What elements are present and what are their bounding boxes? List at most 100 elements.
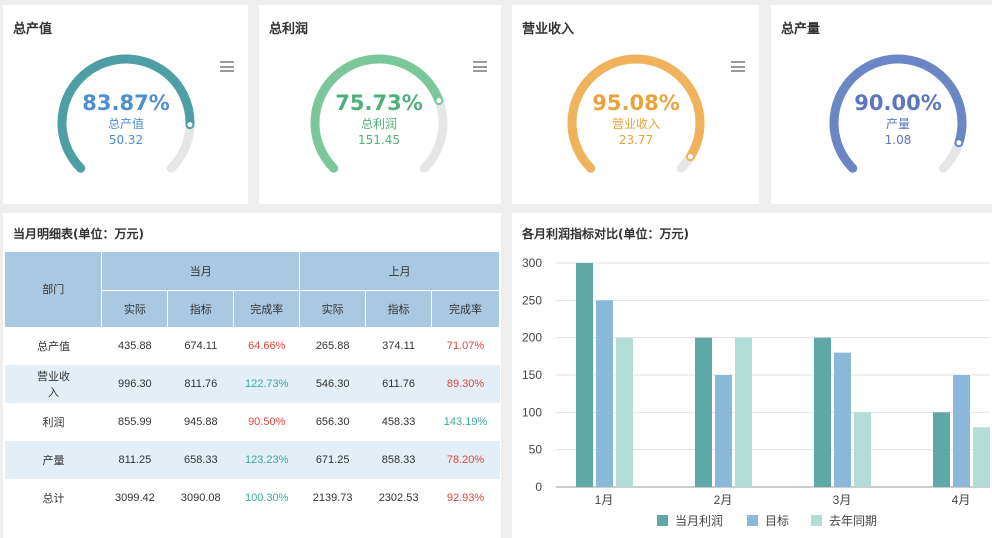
row-cell: 855.99 bbox=[118, 416, 152, 428]
table-row: 营业收入 996.30 811.76 122.73% 546.30 611.76 89.30… bbox=[5, 365, 500, 403]
row-cell: 2139.73 bbox=[312, 492, 353, 504]
bar-target bbox=[953, 375, 970, 487]
row-cell: 90.50% bbox=[248, 416, 286, 428]
subheader: 指标 bbox=[365, 290, 433, 328]
gauge-percent: 95.08% bbox=[592, 91, 680, 115]
kpi-title: 营业收入 bbox=[522, 22, 575, 37]
gauge-handle bbox=[954, 138, 963, 147]
gauge-percent: 90.00% bbox=[854, 91, 942, 115]
row-cell: 92.93% bbox=[446, 492, 485, 504]
row-dept: 总产值 bbox=[36, 341, 70, 354]
legend-swatch bbox=[657, 515, 668, 526]
bar-target bbox=[596, 300, 613, 487]
table-title: 当月明细表(单位：万元) bbox=[13, 227, 144, 241]
gauge-percent: 75.73% bbox=[335, 91, 423, 115]
y-tick-label: 250 bbox=[522, 293, 542, 307]
row-cell: 811.25 bbox=[101, 441, 168, 479]
row-cell: 674.11 bbox=[184, 340, 218, 353]
bar-current-profit bbox=[933, 412, 950, 487]
bar-target bbox=[715, 375, 732, 487]
row-dept: 利润 bbox=[42, 417, 65, 429]
subheader: 指标 bbox=[167, 290, 235, 328]
x-tick-label: 4月 bbox=[952, 493, 971, 507]
row-cell: 78.20% bbox=[431, 441, 500, 479]
row-cell: 2302.53 bbox=[378, 492, 419, 504]
row-cell: 71.07% bbox=[446, 340, 485, 353]
legend-label: 去年同期 bbox=[829, 514, 877, 528]
table-row: 总计 3099.42 3090.08 100.30% 2139.73 2302.53 92.… bbox=[5, 479, 500, 517]
legend-label: 当月利润 bbox=[675, 514, 723, 528]
row-cell: 265.88 bbox=[315, 340, 350, 353]
row-cell: 658.33 bbox=[167, 441, 234, 479]
row-cell: 945.88 bbox=[183, 416, 218, 428]
gauge-value: 151.45 bbox=[358, 133, 400, 147]
row-cell: 3099.42 bbox=[114, 492, 155, 504]
row-cell: 122.73% bbox=[233, 365, 300, 403]
row-cell: 811.76 bbox=[167, 365, 234, 403]
row-cell: 123.23% bbox=[233, 441, 300, 479]
bar-last-year bbox=[735, 337, 752, 487]
row-cell: 656.30 bbox=[315, 416, 350, 428]
table-row: 利润 855.99 945.88 90.50% 656.30 458.33 143.19% bbox=[5, 403, 500, 441]
header-previous-month: 上月 bbox=[299, 252, 500, 291]
gauge-profit bbox=[310, 54, 448, 173]
gauge-label: 营业收入 bbox=[611, 117, 660, 131]
row-cell: 996.30 bbox=[101, 365, 168, 403]
bar-last-year bbox=[854, 412, 871, 487]
row-cell: 143.19% bbox=[443, 416, 488, 428]
detail-table: 部门 当月 上月 实际 指标 完成率 实际 指标 完成率 总产值 435.88 67… bbox=[5, 252, 500, 517]
gauge-label: 总利润 bbox=[360, 117, 397, 131]
gauge-revenue bbox=[567, 54, 705, 173]
kpi-card-profit: 总利润 75.73% 总利润 151.45 bbox=[259, 5, 501, 204]
kpi-title: 总利润 bbox=[269, 22, 309, 37]
gauge-quantity bbox=[829, 54, 967, 173]
subheader: 实际 bbox=[101, 290, 169, 328]
kpi-card-quantity: 总产量 90.00% 产量 1.08 bbox=[771, 5, 992, 204]
header-dept: 部门 bbox=[5, 252, 103, 328]
subheader: 完成率 bbox=[233, 290, 301, 328]
gauge-handle bbox=[686, 152, 695, 161]
legend-label: 目标 bbox=[765, 514, 789, 528]
gauge-progress-arc bbox=[567, 54, 705, 173]
row-cell: 64.66% bbox=[248, 340, 286, 353]
bar-current-profit bbox=[576, 263, 593, 487]
bar-target bbox=[834, 352, 851, 487]
gauge-percent: 83.87% bbox=[82, 91, 170, 115]
menu-icon[interactable] bbox=[220, 61, 234, 72]
table-row: 总产值 435.88 674.11 64.66% 265.88 374.11 71.07% bbox=[5, 327, 500, 365]
x-tick-label: 2月 bbox=[714, 493, 733, 507]
gauge-value: 50.32 bbox=[108, 133, 144, 147]
header-current-month: 当月 bbox=[101, 252, 301, 291]
kpi-title: 总产量 bbox=[781, 22, 821, 37]
row-cell: 89.30% bbox=[431, 365, 500, 403]
x-tick-label: 1月 bbox=[595, 493, 614, 507]
chart-panel: 各月利润指标对比(单位：万元) 0 50 100 150 200 250 300 1月 2月 3月… bbox=[512, 213, 992, 538]
y-tick-label: 150 bbox=[522, 368, 542, 382]
bar-current-profit bbox=[695, 337, 712, 487]
row-cell: 374.11 bbox=[382, 340, 415, 353]
table-row: 产量 811.25 658.33 123.23% 671.25 858.33 78.20% bbox=[5, 441, 500, 479]
gauge-value: 1.08 bbox=[884, 133, 912, 147]
gauge-label: 产量 bbox=[885, 117, 910, 131]
menu-icon[interactable] bbox=[473, 61, 487, 72]
kpi-card-output: 总产值 83.87% 总产值 50.32 bbox=[3, 5, 248, 204]
kpi-title: 总产值 bbox=[13, 22, 53, 37]
menu-icon[interactable] bbox=[731, 61, 745, 72]
legend-swatch bbox=[747, 515, 758, 526]
row-dept: 产量 bbox=[5, 441, 102, 479]
kpi-card-revenue: 营业收入 95.08% 营业收入 23.77 bbox=[512, 5, 759, 204]
bar-last-year bbox=[616, 337, 633, 487]
y-tick-label: 300 bbox=[522, 256, 542, 270]
chart-title: 各月利润指标对比(单位：万元) bbox=[522, 227, 689, 241]
gauge-value: 23.77 bbox=[618, 133, 654, 147]
subheader: 完成率 bbox=[431, 290, 500, 328]
row-cell: 458.33 bbox=[381, 416, 416, 428]
gauge-progress-arc bbox=[829, 54, 967, 173]
subheader: 实际 bbox=[299, 290, 367, 328]
y-tick-label: 0 bbox=[535, 480, 542, 494]
row-cell: 3090.08 bbox=[180, 492, 221, 504]
row-cell: 858.33 bbox=[365, 441, 432, 479]
bar-current-profit bbox=[814, 337, 831, 487]
row-cell: 435.88 bbox=[118, 340, 152, 353]
